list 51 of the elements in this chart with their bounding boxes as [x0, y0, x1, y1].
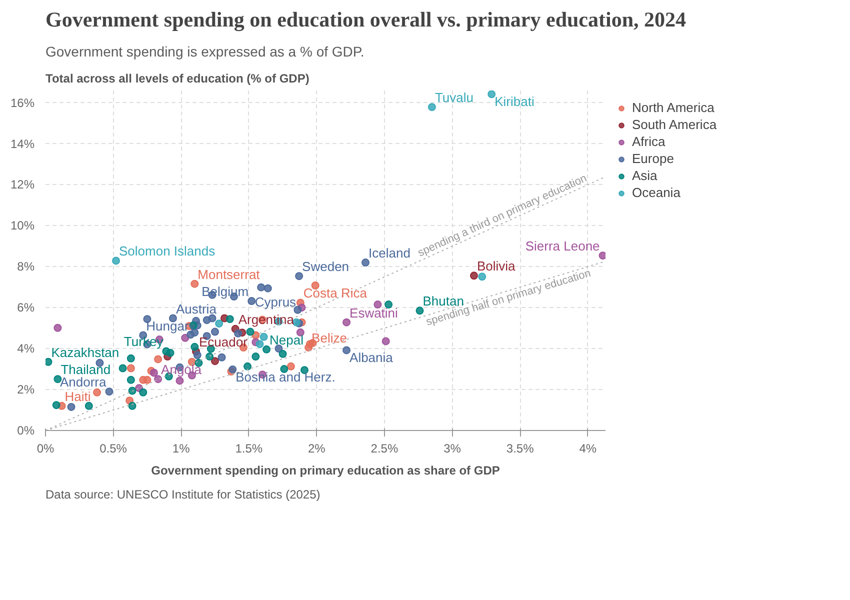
data-label: Tuvalu: [434, 90, 474, 106]
data-label: Nepal: [270, 332, 304, 348]
y-tick-label: 0%: [17, 424, 35, 438]
x-tick-label: 3%: [444, 442, 462, 456]
data-label: Bosnia and Herz.: [236, 369, 336, 384]
data-label: Sweden: [302, 259, 350, 274]
data-label: Sierra Leone: [525, 238, 600, 254]
y-tick-label: 4%: [17, 342, 35, 356]
data-label: Eswatini: [350, 305, 398, 320]
y-tick-label: 12%: [10, 178, 35, 192]
x-tick-label: 0%: [36, 442, 54, 456]
data-label: Cyprus: [254, 294, 297, 310]
x-tick-label: 1%: [172, 442, 190, 456]
legend-label: Africa: [632, 134, 666, 149]
legend-label: Asia: [632, 168, 658, 183]
x-tick-label: 3.5%: [506, 442, 534, 456]
data-label: Thailand: [60, 362, 111, 378]
x-tick-label: 1.5%: [235, 442, 263, 456]
data-label: Haiti: [64, 388, 91, 404]
chart-title: Government spending on education overall vs. primary education, 2024: [46, 8, 687, 32]
data-label: Bolivia: [476, 258, 516, 274]
y-tick-label: 6%: [17, 300, 35, 315]
y-tick-label: 10%: [10, 218, 35, 233]
data-label: Austria: [176, 301, 218, 316]
y-tick-label: 8%: [17, 260, 35, 274]
data-label: Bhutan: [422, 294, 464, 309]
data-label: Kiribati: [494, 94, 534, 110]
y-tick-label: 2%: [17, 382, 35, 397]
data-label: Ecuador: [199, 334, 248, 350]
legend-label: Europe: [632, 151, 674, 166]
y-axis-title: Total across all levels of education (% of GDP): [46, 72, 310, 86]
legend-label: South America: [632, 117, 717, 132]
data-label: Kazakhstan: [51, 344, 120, 360]
y-tick-label: 14%: [10, 136, 35, 151]
legend-label: North America: [632, 100, 714, 115]
data-label: Iceland: [368, 246, 410, 261]
data-label: Albania: [350, 350, 394, 366]
x-tick-label: 2.5%: [370, 442, 398, 456]
x-tick-label: 0.5%: [100, 442, 128, 456]
x-tick-label: 2%: [308, 442, 326, 456]
data-label: Montserrat: [198, 266, 260, 282]
data-label: Costa Rica: [303, 286, 368, 301]
data-label: Solomon Islands: [119, 244, 216, 259]
x-tick-label: 4%: [579, 442, 597, 456]
chart-subtitle: Government spending is expressed as a % of GDP.: [46, 44, 364, 60]
data-label: Belize: [312, 330, 347, 346]
source-note: Data source: UNESCO Institute for Statistics (2025): [46, 488, 320, 502]
legend-label: Oceania: [632, 185, 680, 200]
data-label: Andorra: [60, 374, 107, 390]
y-tick-label: 16%: [10, 96, 35, 110]
x-axis-title: Government spending on primary education as share of GDP: [151, 464, 500, 478]
